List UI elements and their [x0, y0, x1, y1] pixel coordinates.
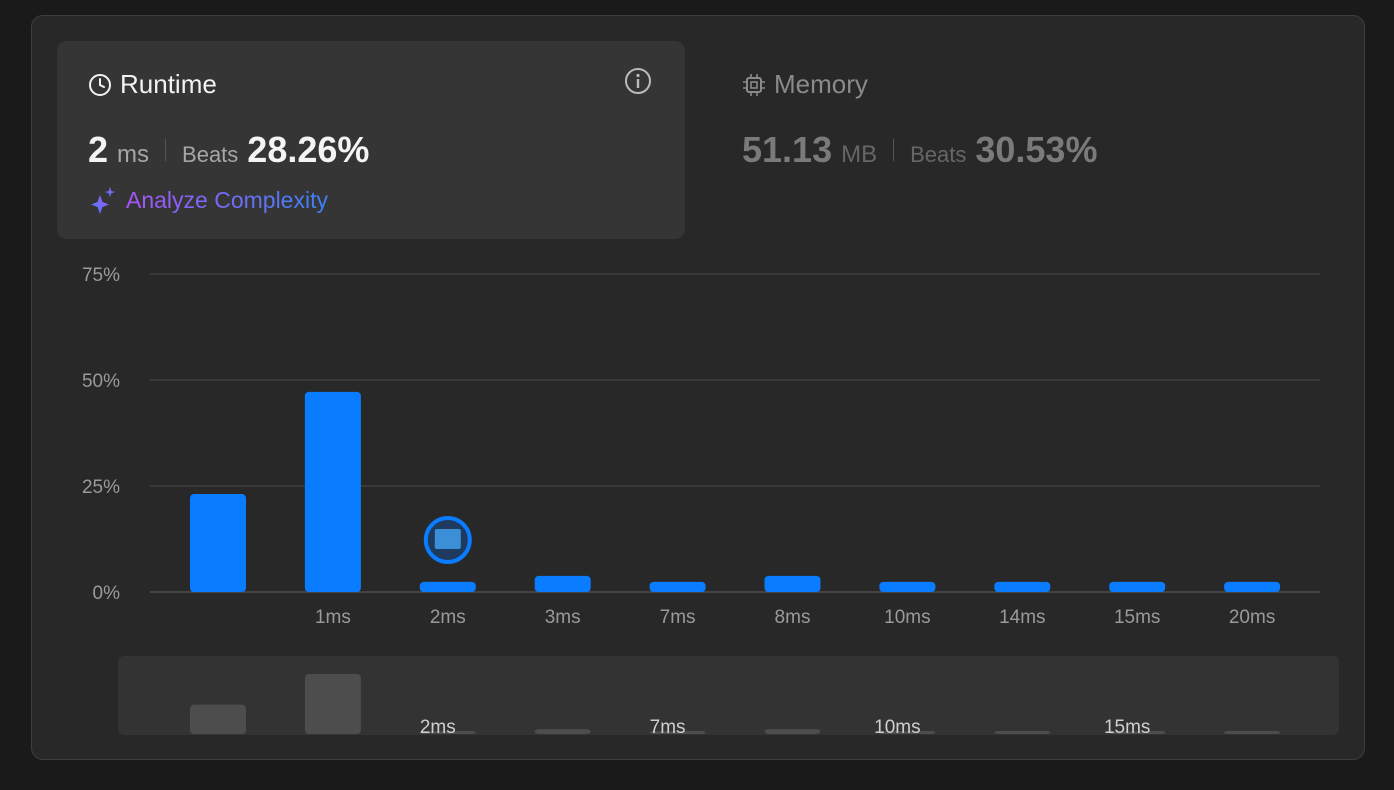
navigator-bar: [1109, 730, 1166, 734]
beats-value: 30.53%: [975, 129, 1098, 170]
bar: [419, 581, 476, 592]
memory-card[interactable]: Memory 51.13 MB Beats 30.53%: [742, 41, 1302, 239]
x-tick-label: 3ms: [545, 607, 581, 628]
user-avatar: [434, 529, 461, 549]
beats-label: Beats: [910, 142, 967, 167]
sparkle-icon: [91, 187, 115, 214]
analyze-label: Analyze Complexity: [126, 186, 328, 213]
x-tick-label: 20ms: [1229, 607, 1275, 628]
bar: [994, 581, 1051, 592]
navigator-bar: [419, 730, 476, 734]
analyze-button[interactable]: Analyze Complexity: [88, 185, 328, 215]
x-tick-label: 15ms: [1114, 607, 1160, 628]
navigator-label: 15ms: [1104, 717, 1150, 738]
beats-label: Beats: [182, 142, 239, 167]
y-tick-label: 75%: [82, 265, 120, 286]
separator: [165, 139, 167, 161]
memory-value: 51.13: [742, 129, 833, 170]
y-tick-label: 25%: [82, 477, 120, 498]
memory-unit: MB: [841, 141, 878, 168]
info-icon[interactable]: [623, 66, 653, 96]
bar: [534, 575, 591, 592]
runtime-unit: ms: [117, 141, 150, 168]
navigator-bar: [764, 729, 821, 734]
range-navigator[interactable]: [118, 656, 1339, 735]
bar: [1224, 581, 1281, 592]
runtime-card[interactable]: Runtime 2 ms Beats 28.26% Analyze Comple…: [57, 41, 685, 239]
x-tick-label: 8ms: [775, 607, 811, 628]
separator: [893, 139, 895, 161]
y-tick-label: 0%: [93, 583, 121, 604]
y-tick-label: 50%: [82, 371, 120, 392]
chip-icon: [743, 73, 765, 96]
navigator-label: 10ms: [874, 717, 920, 738]
navigator-bar: [534, 729, 591, 734]
bar: [1109, 581, 1166, 592]
memory-stats: 51.13 MB Beats 30.53%: [742, 129, 1097, 171]
navigator-label: 2ms: [420, 717, 456, 738]
navigator-bar: [879, 730, 936, 734]
runtime-header: Runtime: [88, 69, 217, 100]
x-tick-label: 10ms: [884, 607, 930, 628]
bar: [649, 581, 706, 592]
bar: [879, 581, 936, 592]
clock-icon: [89, 73, 111, 96]
beats-value: 28.26%: [247, 129, 370, 170]
bar: [764, 575, 821, 592]
bar: [190, 494, 246, 592]
runtime-value: 2: [88, 129, 109, 170]
navigator-bar: [994, 730, 1051, 734]
x-tick-label: 1ms: [315, 607, 351, 628]
navigator-bar: [190, 704, 246, 734]
x-tick-label: 7ms: [660, 607, 696, 628]
x-tick-label: 14ms: [999, 607, 1045, 628]
navigator-bar: [1224, 730, 1281, 734]
memory-title: Memory: [774, 69, 868, 99]
runtime-stats: 2 ms Beats 28.26%: [88, 129, 369, 171]
x-tick-label: 2ms: [430, 607, 466, 628]
navigator-bar: [304, 674, 361, 734]
navigator-bar: [649, 730, 706, 734]
memory-header: Memory: [742, 69, 868, 100]
navigator-label: 7ms: [650, 717, 686, 738]
runtime-title: Runtime: [120, 69, 217, 99]
bar: [304, 391, 361, 592]
